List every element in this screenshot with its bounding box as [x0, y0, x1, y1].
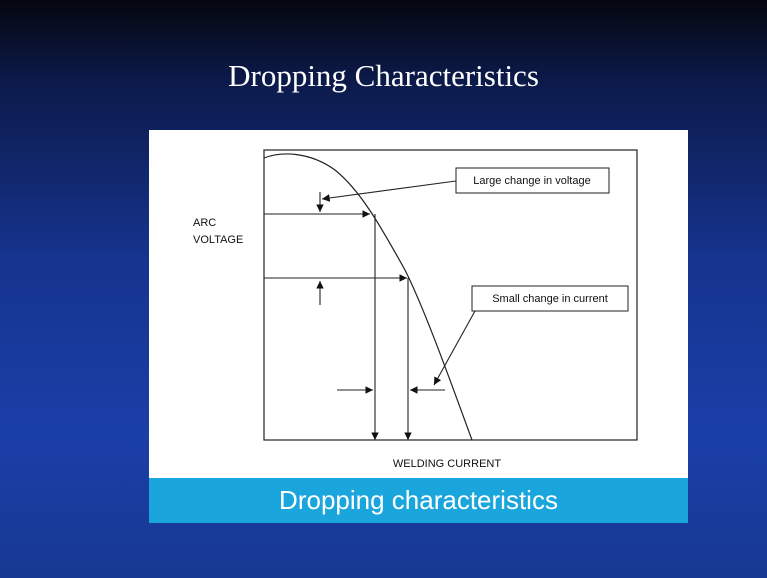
callout-label: Small change in current: [492, 293, 608, 305]
callout-label: Large change in voltage: [473, 175, 590, 187]
slide-title: Dropping Characteristics: [228, 58, 539, 93]
x-axis-label: WELDING CURRENT: [393, 458, 501, 470]
callout-box: [455, 167, 610, 194]
construction-lines: [264, 180, 476, 440]
caption: Dropping characteristics: [149, 478, 688, 523]
characteristic-curve: [263, 153, 473, 441]
callout-box: [471, 285, 629, 312]
y-axis-label: VOLTAGE: [193, 234, 243, 246]
plot-frame: [263, 149, 638, 441]
y-axis-label: ARC: [193, 217, 216, 229]
